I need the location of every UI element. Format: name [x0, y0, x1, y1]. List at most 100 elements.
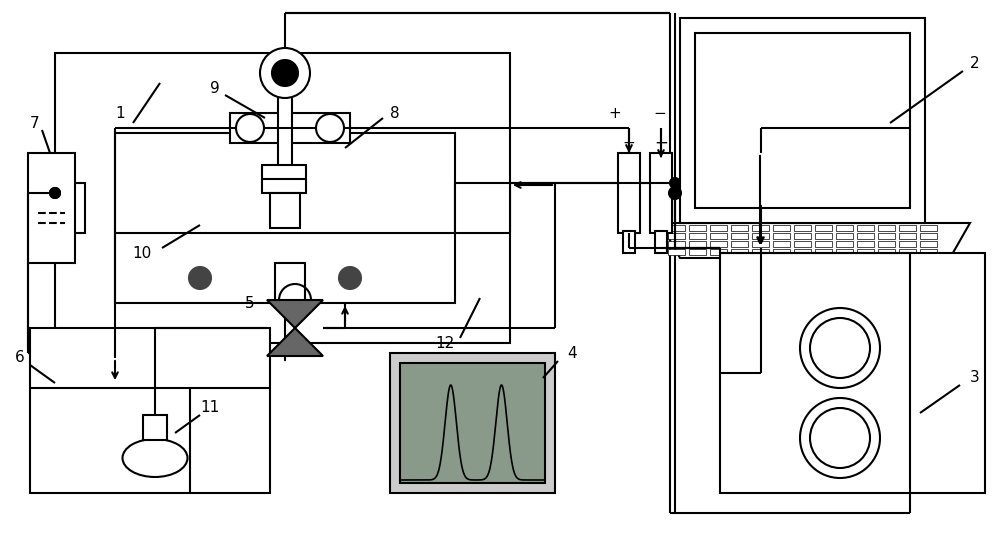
- Circle shape: [800, 398, 880, 478]
- Bar: [815, 249, 832, 255]
- Bar: [680, 18, 925, 223]
- Bar: [878, 249, 895, 255]
- Text: 8: 8: [390, 105, 400, 121]
- Bar: [618, 153, 640, 233]
- Bar: [920, 249, 937, 255]
- Bar: [878, 225, 895, 231]
- Bar: [731, 225, 748, 231]
- Bar: [752, 241, 769, 247]
- Bar: [390, 353, 555, 493]
- Bar: [773, 249, 790, 255]
- Bar: [794, 241, 811, 247]
- Bar: [689, 249, 706, 255]
- Bar: [857, 225, 874, 231]
- Bar: [836, 241, 853, 247]
- Bar: [752, 249, 769, 255]
- Circle shape: [810, 408, 870, 468]
- Bar: [857, 233, 874, 239]
- Circle shape: [50, 188, 60, 198]
- Bar: [720, 253, 985, 493]
- Bar: [794, 233, 811, 239]
- Bar: [773, 241, 790, 247]
- Bar: [710, 249, 727, 255]
- Polygon shape: [267, 300, 323, 328]
- Bar: [55, 53, 510, 343]
- Ellipse shape: [123, 439, 188, 477]
- Circle shape: [316, 114, 344, 142]
- Circle shape: [800, 308, 880, 388]
- Bar: [836, 249, 853, 255]
- Circle shape: [810, 318, 870, 378]
- Bar: [899, 249, 916, 255]
- Text: 5: 5: [245, 295, 255, 311]
- Text: 7: 7: [30, 116, 40, 130]
- Bar: [30, 328, 270, 493]
- Bar: [695, 33, 910, 208]
- Bar: [689, 233, 706, 239]
- Bar: [836, 225, 853, 231]
- Bar: [920, 233, 937, 239]
- Text: 4: 4: [567, 345, 577, 361]
- Bar: [55, 183, 85, 233]
- Bar: [689, 241, 706, 247]
- Bar: [710, 225, 727, 231]
- Circle shape: [669, 187, 681, 199]
- Text: 1: 1: [115, 105, 125, 121]
- Bar: [710, 233, 727, 239]
- Bar: [773, 233, 790, 239]
- Bar: [262, 165, 306, 193]
- Bar: [815, 241, 832, 247]
- Bar: [899, 225, 916, 231]
- Text: 3: 3: [970, 370, 980, 386]
- Bar: [731, 241, 748, 247]
- Bar: [899, 233, 916, 239]
- Bar: [270, 193, 300, 228]
- Bar: [731, 249, 748, 255]
- Bar: [920, 241, 937, 247]
- Polygon shape: [267, 328, 323, 356]
- Bar: [731, 233, 748, 239]
- Bar: [650, 153, 672, 233]
- Text: 12: 12: [435, 336, 455, 350]
- Bar: [773, 225, 790, 231]
- Bar: [878, 241, 895, 247]
- Bar: [857, 241, 874, 247]
- Text: 11: 11: [200, 401, 220, 415]
- Circle shape: [50, 188, 60, 198]
- Text: −: −: [654, 134, 668, 152]
- Bar: [794, 249, 811, 255]
- Bar: [775, 258, 845, 263]
- Bar: [815, 233, 832, 239]
- Bar: [752, 233, 769, 239]
- Bar: [752, 225, 769, 231]
- Bar: [836, 233, 853, 239]
- Bar: [710, 241, 727, 247]
- Bar: [668, 233, 685, 239]
- Bar: [668, 241, 685, 247]
- Circle shape: [670, 178, 680, 188]
- Bar: [400, 363, 545, 483]
- Circle shape: [272, 60, 298, 86]
- Text: +: +: [623, 136, 635, 150]
- Bar: [815, 225, 832, 231]
- Text: 6: 6: [15, 350, 25, 365]
- Circle shape: [260, 48, 310, 98]
- Text: +: +: [609, 105, 621, 121]
- Text: 2: 2: [970, 55, 980, 71]
- Bar: [655, 231, 667, 253]
- Bar: [623, 231, 635, 253]
- Bar: [878, 233, 895, 239]
- Circle shape: [236, 114, 264, 142]
- Bar: [143, 415, 167, 440]
- Circle shape: [339, 267, 361, 289]
- Bar: [794, 225, 811, 231]
- Bar: [899, 241, 916, 247]
- Text: 9: 9: [210, 80, 220, 96]
- Bar: [115, 133, 455, 303]
- Bar: [275, 263, 305, 303]
- Text: −: −: [654, 105, 666, 121]
- Bar: [28, 153, 75, 263]
- Bar: [230, 113, 350, 143]
- Bar: [920, 225, 937, 231]
- Bar: [857, 249, 874, 255]
